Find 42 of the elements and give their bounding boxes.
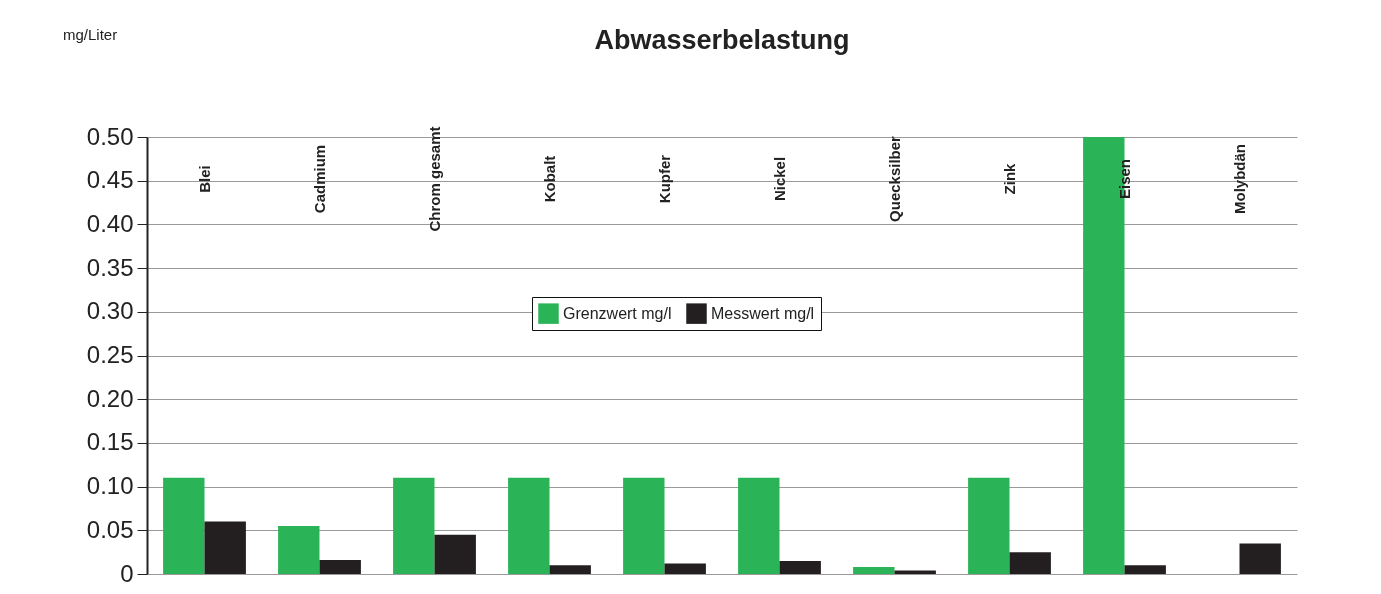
bar <box>204 521 246 574</box>
bar <box>1239 543 1281 574</box>
y-tick-label: 0.10 <box>86 472 134 500</box>
x-tick-label: Zink <box>1000 162 1018 195</box>
x-tick-label: Blei <box>195 165 213 193</box>
x-tick-label: Quecksilber <box>885 135 903 222</box>
x-tick-label: Molybdän <box>1230 144 1248 214</box>
legend-label: Messwert mg/l <box>711 304 815 322</box>
bar <box>278 525 320 574</box>
y-tick-label: 0.45 <box>86 166 134 194</box>
x-tick-label: Nickel <box>770 156 788 202</box>
x-tick-label: Cadmium <box>310 144 328 214</box>
x-tick-label: Kupfer <box>655 154 673 204</box>
bar <box>623 477 665 574</box>
bar <box>393 477 435 574</box>
bar <box>853 567 895 574</box>
y-tick-label: 0.40 <box>86 209 134 237</box>
y-tick-label: 0.15 <box>86 428 134 456</box>
chart-title: Abwasserbelastung <box>594 25 850 55</box>
bar <box>1124 565 1166 574</box>
bar <box>664 563 706 574</box>
bar <box>434 534 476 574</box>
y-tick-label: 0.05 <box>86 515 134 543</box>
y-tick-label: 0.20 <box>86 384 134 412</box>
x-tick-label: Chrom gesamt <box>425 126 443 232</box>
legend-label: Grenzwert mg/l <box>563 304 672 322</box>
bar <box>163 477 205 574</box>
bar <box>319 560 361 574</box>
bar <box>508 477 550 574</box>
bar <box>968 477 1010 574</box>
bar <box>549 565 591 574</box>
bar <box>779 560 821 574</box>
bar <box>738 477 780 574</box>
x-tick-label: Kobalt <box>540 155 558 203</box>
bar <box>1009 552 1051 574</box>
x-tick-label: Eisen <box>1115 158 1133 200</box>
text: mg/Liter <box>63 26 118 43</box>
y-tick-label: 0.30 <box>86 297 134 325</box>
y-tick-label: 0.35 <box>86 253 134 281</box>
y-tick-label: 0.50 <box>86 122 134 150</box>
y-tick-label: 0.25 <box>86 341 134 368</box>
y-tick-label: 0 <box>120 559 134 587</box>
